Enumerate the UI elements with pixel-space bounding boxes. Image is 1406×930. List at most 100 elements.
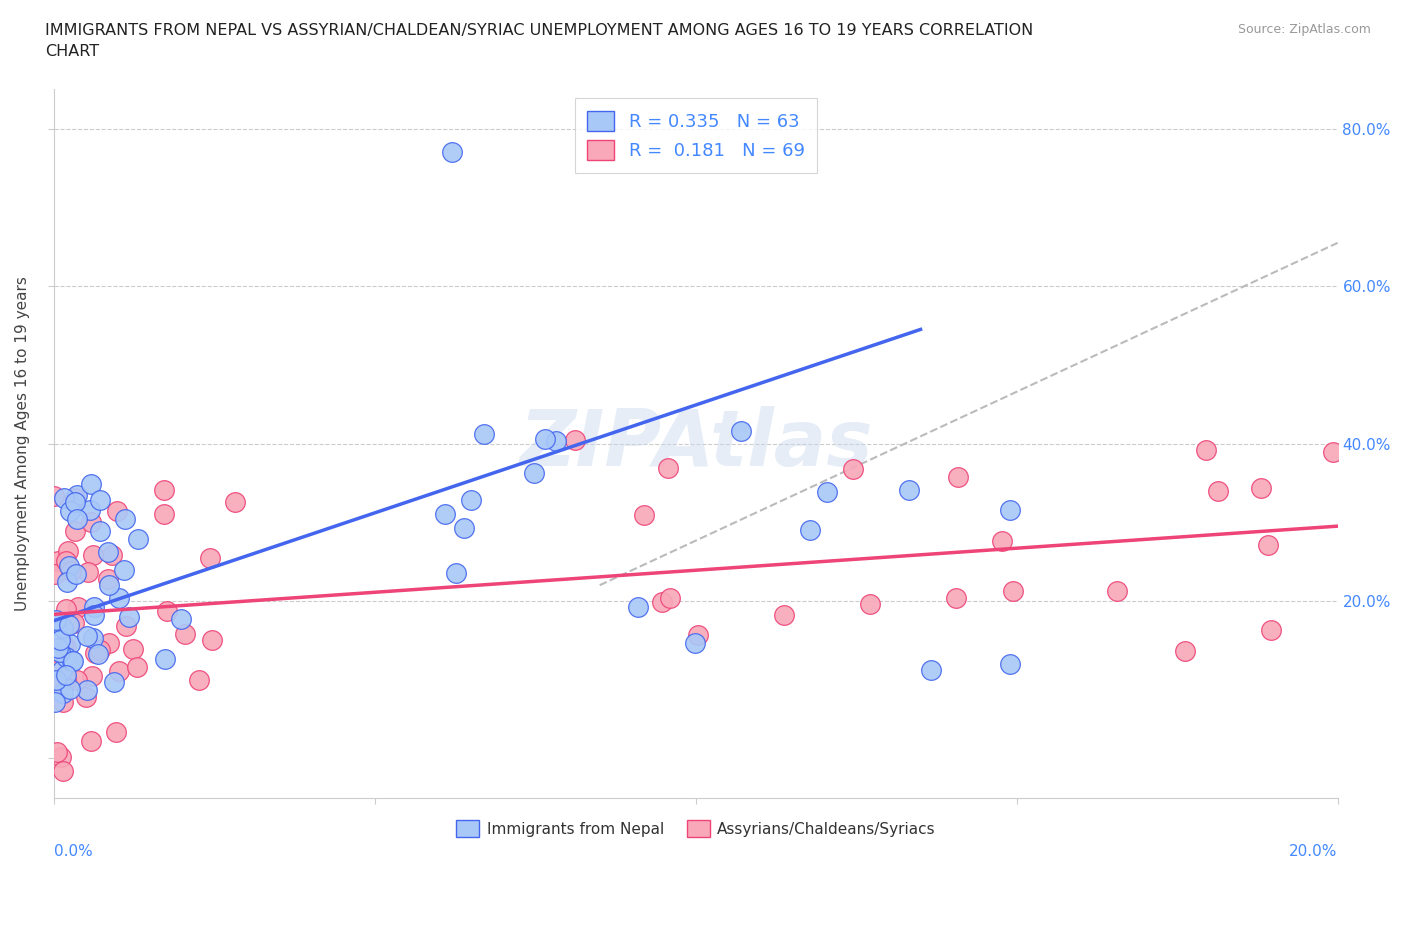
Point	[101, 548, 124, 563]
Point	[79, 502, 101, 517]
Point	[89, 524, 111, 538]
Point	[730, 423, 752, 438]
Point	[153, 506, 176, 521]
Point	[49, 674, 72, 689]
Point	[1206, 484, 1229, 498]
Point	[173, 627, 195, 642]
Point	[66, 673, 89, 688]
Point	[46, 553, 69, 568]
Point	[998, 503, 1021, 518]
Point	[52, 620, 75, 635]
Point	[87, 647, 110, 662]
Point	[773, 608, 796, 623]
Point	[45, 613, 67, 628]
Text: Source: ZipAtlas.com: Source: ZipAtlas.com	[1237, 23, 1371, 36]
Point	[799, 523, 821, 538]
Point	[453, 520, 475, 535]
Point	[472, 427, 495, 442]
Point	[44, 566, 66, 581]
Point	[108, 591, 131, 605]
Point	[52, 764, 75, 778]
Point	[683, 635, 706, 650]
Point	[66, 488, 89, 503]
Point	[82, 669, 104, 684]
Point	[1173, 644, 1195, 658]
Point	[45, 745, 67, 760]
Point	[55, 668, 77, 683]
Point	[1250, 481, 1272, 496]
Point	[170, 611, 193, 626]
Point	[945, 591, 967, 605]
Point	[1195, 443, 1218, 458]
Point	[60, 654, 83, 669]
Point	[82, 548, 104, 563]
Point	[114, 619, 136, 634]
Point	[434, 507, 457, 522]
Point	[657, 460, 679, 475]
Point	[1001, 583, 1024, 598]
Legend: Immigrants from Nepal, Assyrians/Chaldeans/Syriacs: Immigrants from Nepal, Assyrians/Chaldea…	[450, 815, 942, 844]
Point	[45, 664, 67, 679]
Point	[44, 488, 66, 503]
Point	[45, 672, 67, 687]
Point	[114, 512, 136, 526]
Point	[80, 514, 103, 529]
Point	[651, 594, 673, 609]
Point	[188, 672, 211, 687]
Point	[65, 566, 87, 581]
Point	[1257, 538, 1279, 552]
Point	[67, 600, 90, 615]
Point	[46, 641, 69, 656]
Point	[920, 662, 942, 677]
Point	[52, 491, 75, 506]
Point	[58, 558, 80, 573]
Point	[224, 495, 246, 510]
Point	[97, 636, 120, 651]
Point	[83, 599, 105, 614]
Point	[156, 604, 179, 618]
Point	[201, 632, 224, 647]
Point	[859, 597, 882, 612]
Point	[815, 485, 838, 499]
Point	[946, 469, 969, 484]
Point	[44, 684, 66, 698]
Point	[56, 574, 79, 589]
Point	[627, 600, 650, 615]
Point	[460, 493, 482, 508]
Point	[59, 636, 82, 651]
Point	[52, 685, 75, 700]
Point	[44, 695, 66, 710]
Point	[51, 750, 73, 764]
Point	[97, 578, 120, 592]
Text: ZIPAtlas: ZIPAtlas	[519, 405, 873, 482]
Point	[48, 632, 70, 647]
Point	[58, 543, 80, 558]
Y-axis label: Unemployment Among Ages 16 to 19 years: Unemployment Among Ages 16 to 19 years	[15, 276, 30, 611]
Point	[82, 631, 104, 645]
Point	[127, 531, 149, 546]
Point	[45, 678, 67, 693]
Point	[198, 551, 221, 565]
Point	[52, 695, 75, 710]
Point	[58, 618, 80, 632]
Point	[80, 733, 103, 748]
Point	[122, 642, 145, 657]
Point	[658, 591, 681, 605]
Text: IMMIGRANTS FROM NEPAL VS ASSYRIAN/CHALDEAN/SYRIAC UNEMPLOYMENT AMONG AGES 16 TO : IMMIGRANTS FROM NEPAL VS ASSYRIAN/CHALDE…	[45, 23, 1033, 60]
Point	[105, 724, 128, 739]
Point	[841, 461, 863, 476]
Point	[1322, 444, 1344, 458]
Point	[441, 145, 464, 160]
Point	[688, 627, 710, 642]
Point	[65, 524, 87, 538]
Point	[62, 616, 84, 631]
Point	[76, 683, 98, 698]
Point	[49, 644, 72, 659]
Point	[63, 495, 86, 510]
Point	[127, 659, 149, 674]
Point	[77, 565, 100, 579]
Point	[76, 629, 98, 644]
Point	[59, 564, 82, 578]
Point	[1107, 583, 1129, 598]
Point	[118, 609, 141, 624]
